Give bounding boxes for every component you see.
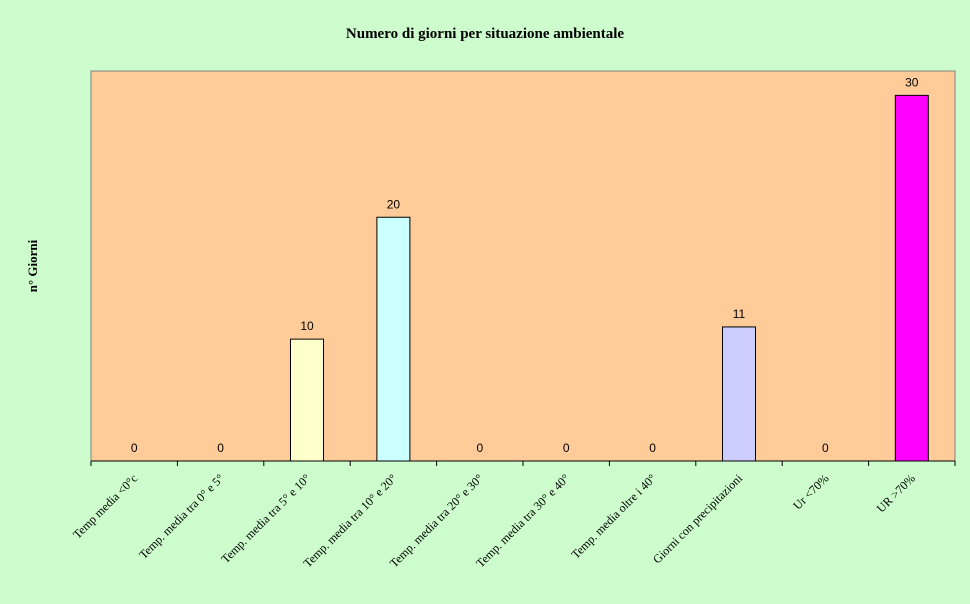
bars-layer — [290, 94, 929, 462]
data-label: 11 — [733, 307, 746, 321]
data-label: 10 — [300, 319, 314, 333]
data-label: 20 — [387, 197, 401, 211]
data-label: 30 — [905, 75, 919, 89]
data-label: 0 — [563, 441, 570, 455]
data-labels-layer: 0 0 10 20 0 0 0 11 0 30 — [131, 75, 919, 455]
plot-area — [90, 70, 956, 462]
bar — [894, 94, 929, 462]
data-label: 0 — [476, 441, 483, 455]
data-label: 0 — [822, 441, 829, 455]
bar — [722, 326, 756, 462]
data-label: 0 — [649, 441, 656, 455]
chart-title: Numero di giorni per situazione ambienta… — [346, 26, 625, 42]
data-label: 0 — [217, 441, 224, 455]
y-axis-label: n° Giorni — [25, 239, 40, 292]
data-label: 0 — [131, 441, 138, 455]
bar — [290, 338, 324, 462]
bar — [376, 216, 411, 462]
